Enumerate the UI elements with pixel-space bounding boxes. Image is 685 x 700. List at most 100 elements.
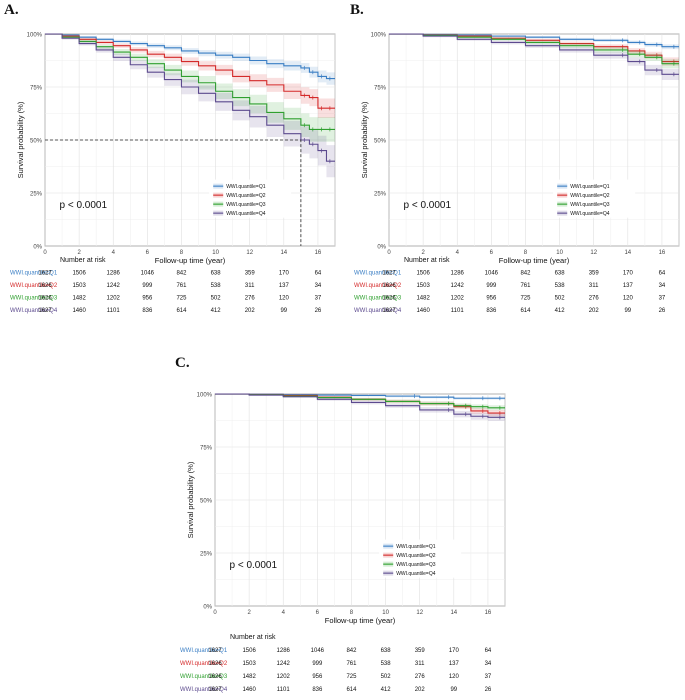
risk-count: 64 [315, 271, 322, 277]
confidence-band [389, 34, 679, 69]
risk-row-label: WWI.quantile=Q4 [354, 308, 402, 314]
risk-row-label: WWI.quantile=Q2 [354, 283, 402, 289]
panel-label-a: A. [4, 2, 19, 18]
risk-count: 761 [176, 283, 187, 289]
confidence-band [215, 394, 505, 421]
risk-count: 1242 [451, 283, 465, 289]
risk-count: 137 [449, 661, 460, 667]
confidence-band [45, 34, 335, 85]
x-tick-label: 0 [213, 610, 217, 616]
risk-count: 614 [176, 308, 187, 314]
risk-count: 842 [346, 648, 357, 654]
y-tick-label: 50% [30, 139, 43, 145]
x-tick-label: 6 [316, 610, 320, 616]
y-axis-title: Survival probability (%) [16, 101, 25, 178]
y-tick-label: 100% [27, 33, 43, 39]
risk-count: 1626 [38, 283, 52, 289]
risk-count: 276 [415, 674, 426, 680]
risk-count: 170 [279, 271, 290, 277]
risk-count: 836 [312, 687, 323, 693]
confidence-band [215, 394, 505, 417]
y-tick-label: 0% [203, 605, 212, 611]
risk-count: 999 [312, 661, 323, 667]
risk-count: 120 [279, 296, 290, 302]
x-tick-label: 2 [247, 610, 251, 616]
risk-count: 1627 [382, 271, 396, 277]
x-tick-label: 14 [280, 250, 287, 256]
x-tick-label: 10 [556, 250, 563, 256]
x-tick-label: 8 [180, 250, 184, 256]
risk-count: 1101 [451, 308, 465, 314]
risk-row-label: WWI.quantile=Q1 [10, 271, 58, 277]
x-tick-label: 4 [456, 250, 460, 256]
risk-count: 120 [623, 296, 634, 302]
legend-label: WWI.quantile=Q4 [226, 211, 266, 217]
risk-row-label: WWI.quantile=Q2 [10, 283, 58, 289]
risk-table-title: Number at risk [404, 257, 450, 264]
risk-count: 311 [415, 661, 425, 667]
risk-count: 1286 [107, 271, 121, 277]
legend-label: WWI.quantile=Q2 [570, 193, 610, 199]
risk-count: 842 [520, 271, 531, 277]
y-tick-label: 0% [377, 245, 386, 251]
p-value-text: p < 0.0001 [404, 200, 452, 211]
risk-count: 99 [624, 308, 631, 314]
x-tick-label: 8 [350, 610, 354, 616]
y-tick-label: 25% [30, 192, 43, 198]
risk-count: 761 [520, 283, 531, 289]
risk-count: 311 [245, 283, 255, 289]
x-tick-label: 2 [421, 250, 425, 256]
risk-count: 64 [659, 271, 666, 277]
risk-table-title: Number at risk [230, 634, 276, 641]
survival-curve [45, 33, 335, 80]
risk-count: 836 [486, 308, 497, 314]
risk-count: 1627 [208, 648, 222, 654]
risk-count: 761 [346, 661, 357, 667]
x-tick-label: 12 [590, 250, 597, 256]
risk-count: 412 [381, 687, 392, 693]
y-tick-label: 75% [200, 446, 213, 452]
x-tick-label: 0 [43, 250, 47, 256]
legend-label: WWI.quantile=Q3 [570, 202, 610, 208]
risk-count: 412 [555, 308, 566, 314]
risk-count: 842 [176, 271, 187, 277]
risk-count: 1506 [242, 648, 256, 654]
risk-count: 1626 [208, 661, 222, 667]
risk-count: 26 [485, 687, 492, 693]
risk-count: 1242 [277, 661, 291, 667]
risk-count: 1286 [451, 271, 465, 277]
risk-count: 34 [315, 283, 322, 289]
x-axis-title: Follow-up time (year) [155, 256, 226, 265]
x-tick-label: 0 [387, 250, 391, 256]
risk-count: 1101 [107, 308, 121, 314]
risk-count: 1482 [416, 296, 430, 302]
risk-count: 137 [279, 283, 290, 289]
risk-count: 1503 [242, 661, 256, 667]
x-tick-label: 8 [524, 250, 528, 256]
x-tick-label: 10 [382, 610, 389, 616]
risk-count: 1503 [416, 283, 430, 289]
x-tick-label: 16 [315, 250, 322, 256]
risk-count: 64 [485, 648, 492, 654]
risk-row-label: WWI.quantile=Q3 [354, 296, 402, 302]
risk-count: 412 [211, 308, 222, 314]
risk-count: 1626 [382, 283, 396, 289]
risk-count: 956 [486, 296, 497, 302]
risk-row-label: WWI.quantile=Q4 [180, 687, 228, 693]
risk-row-label: WWI.quantile=Q3 [180, 674, 228, 680]
x-tick-label: 6 [146, 250, 150, 256]
risk-row-label: WWI.quantile=Q2 [180, 661, 228, 667]
survival-curve [389, 33, 679, 75]
risk-count: 725 [346, 674, 357, 680]
risk-count: 1506 [72, 271, 86, 277]
x-axis-title: Follow-up time (year) [499, 256, 570, 265]
risk-count: 170 [449, 648, 460, 654]
legend-label: WWI.quantile=Q1 [226, 184, 266, 190]
x-tick-label: 16 [659, 250, 666, 256]
risk-count: 37 [485, 674, 492, 680]
legend-label: WWI.quantile=Q3 [396, 562, 436, 568]
risk-count: 725 [520, 296, 531, 302]
confidence-band [389, 34, 679, 80]
risk-count: 1482 [72, 296, 86, 302]
risk-count: 538 [211, 283, 222, 289]
